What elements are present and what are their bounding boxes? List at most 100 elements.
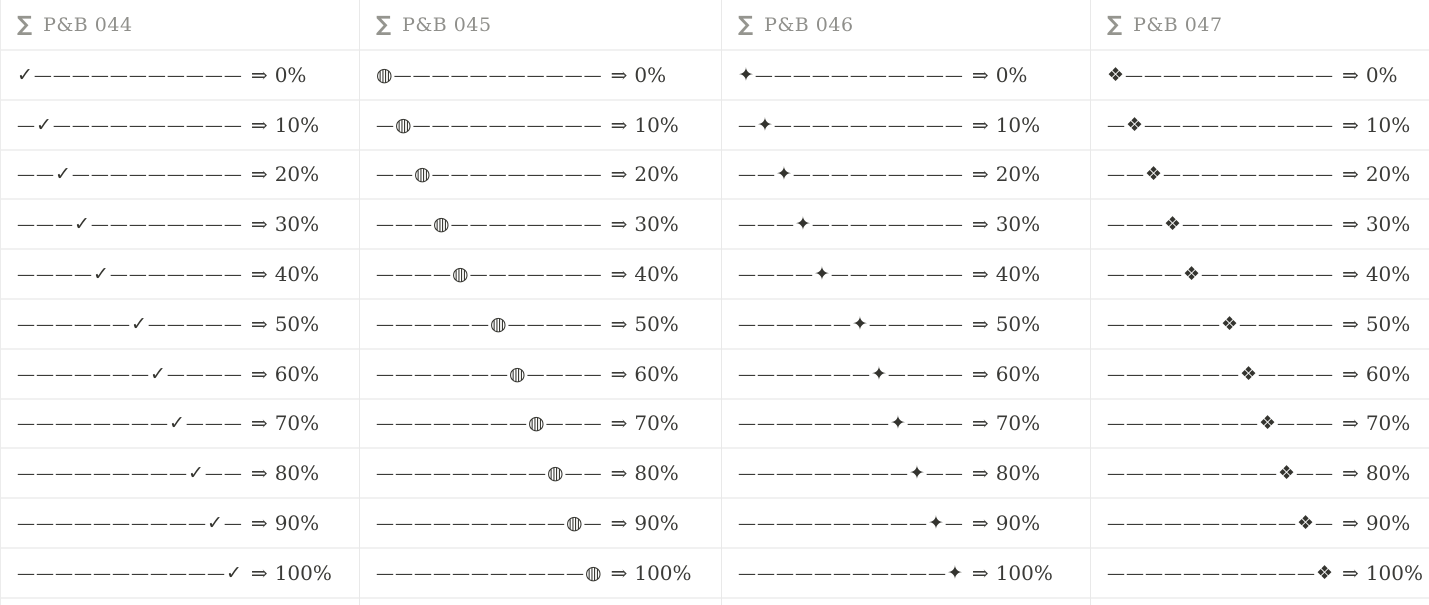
arrow-right-icon: ⇒ xyxy=(1342,361,1359,386)
check-marker[interactable]: ✓ xyxy=(36,113,53,136)
four-pointed-star-marker[interactable]: ✦ xyxy=(871,362,888,385)
check-marker[interactable]: ✓ xyxy=(74,213,91,236)
percent-label: ⇒ 10% xyxy=(611,113,679,137)
slider-row: ——————— ✦ ———— ⇒ 60% xyxy=(722,350,1090,400)
diamond-cluster-marker[interactable]: ❖ xyxy=(1183,263,1202,286)
diamond-cluster-marker[interactable]: ❖ xyxy=(1107,63,1126,86)
track-line-left: ———— xyxy=(376,264,452,286)
track-line-right: ——— xyxy=(545,413,603,435)
track-line-right: — xyxy=(583,513,603,535)
four-pointed-star-marker[interactable]: ✦ xyxy=(757,113,774,136)
diamond-cluster-marker[interactable]: ❖ xyxy=(1145,163,1164,186)
striped-circle-marker[interactable]: ◍ xyxy=(414,163,432,186)
diamond-cluster-marker[interactable]: ❖ xyxy=(1316,561,1335,584)
track-line-left: ———————— xyxy=(1107,413,1259,435)
slider-row: ———— ❖ ——————— ⇒ 40% xyxy=(1091,250,1429,300)
track-line-left: — xyxy=(376,114,395,136)
diamond-cluster-marker[interactable]: ❖ xyxy=(1221,312,1240,335)
diamond-cluster-marker[interactable]: ❖ xyxy=(1259,412,1278,435)
diamond-cluster-marker[interactable]: ❖ xyxy=(1126,113,1145,136)
check-marker[interactable]: ✓ xyxy=(93,263,110,286)
panel-header: ∑ P&B 046 xyxy=(722,0,1090,51)
slider-row: ——————————— ✓ ⇒ 100% xyxy=(1,549,359,599)
track-line-right: ——— xyxy=(185,413,243,435)
slider-row: —————————— ◍ — ⇒ 90% xyxy=(360,499,721,549)
four-pointed-star-marker[interactable]: ✦ xyxy=(814,263,831,286)
striped-circle-marker[interactable]: ◍ xyxy=(509,362,527,385)
four-pointed-star-marker[interactable]: ✦ xyxy=(852,312,869,335)
check-marker[interactable]: ✓ xyxy=(17,63,34,86)
percent-value: 30% xyxy=(1365,212,1411,237)
arrow-right-icon: ⇒ xyxy=(971,511,989,536)
diamond-cluster-marker[interactable]: ❖ xyxy=(1240,362,1259,385)
percent-value: 10% xyxy=(634,112,679,137)
slider-track: — ✦ —————————— xyxy=(738,114,964,136)
percent-label: ⇒ 10% xyxy=(1342,113,1410,137)
striped-circle-marker[interactable]: ◍ xyxy=(547,462,565,485)
percent-label: ⇒ 20% xyxy=(611,162,679,186)
striped-circle-marker[interactable]: ◍ xyxy=(452,263,470,286)
percent-value: 20% xyxy=(634,162,679,187)
striped-circle-marker[interactable]: ◍ xyxy=(585,561,603,584)
track-line-left: —— xyxy=(376,164,414,186)
arrow-right-icon: ⇒ xyxy=(610,112,628,137)
percent-label: ⇒ 100% xyxy=(611,561,692,585)
slider-track: ◍ ——————————— xyxy=(376,64,603,86)
four-pointed-star-marker[interactable]: ✦ xyxy=(890,412,907,435)
percent-label: ⇒ 60% xyxy=(611,362,679,386)
percent-label: ⇒ 40% xyxy=(1342,262,1410,286)
striped-circle-marker[interactable]: ◍ xyxy=(376,63,394,86)
slider-row: ✦ ——————————— ⇒ 0% xyxy=(722,51,1090,101)
striped-circle-marker[interactable]: ◍ xyxy=(433,213,451,236)
track-line-right: —————————— xyxy=(52,114,243,136)
check-marker[interactable]: ✓ xyxy=(207,512,224,535)
slider-row: —— ✓ ————————— ⇒ 20% xyxy=(1,151,359,201)
diamond-cluster-marker[interactable]: ❖ xyxy=(1297,512,1316,535)
four-pointed-star-marker[interactable]: ✦ xyxy=(738,63,755,86)
check-marker[interactable]: ✓ xyxy=(188,462,205,485)
slider-row: ❖ ——————————— ⇒ 0% xyxy=(1091,51,1429,101)
arrow-right-icon: ⇒ xyxy=(1342,461,1359,486)
percent-value: 30% xyxy=(995,212,1041,237)
track-line-right: ——— xyxy=(1277,413,1335,435)
check-marker[interactable]: ✓ xyxy=(131,312,148,335)
slider-track: ———— ✦ ——————— xyxy=(738,263,964,285)
four-pointed-star-marker[interactable]: ✦ xyxy=(909,462,926,485)
check-marker[interactable]: ✓ xyxy=(169,412,186,435)
striped-circle-marker[interactable]: ◍ xyxy=(528,412,546,435)
panel-title: P&B 046 xyxy=(764,13,854,36)
percent-value: 10% xyxy=(1365,112,1411,137)
diamond-cluster-marker[interactable]: ❖ xyxy=(1278,462,1297,485)
slider-track: —————— ◍ ————— xyxy=(376,313,603,335)
four-pointed-star-marker[interactable]: ✦ xyxy=(947,561,964,584)
arrow-right-icon: ⇒ xyxy=(971,361,989,386)
diamond-cluster-marker[interactable]: ❖ xyxy=(1164,213,1183,236)
check-marker[interactable]: ✓ xyxy=(226,561,243,584)
percent-label: ⇒ 90% xyxy=(1342,511,1410,535)
slider-row: —————————— ❖ — ⇒ 90% xyxy=(1091,499,1429,549)
four-pointed-star-marker[interactable]: ✦ xyxy=(795,213,812,236)
check-marker[interactable]: ✓ xyxy=(150,362,167,385)
four-pointed-star-marker[interactable]: ✦ xyxy=(776,163,793,186)
four-pointed-star-marker[interactable]: ✦ xyxy=(928,512,945,535)
arrow-right-icon: ⇒ xyxy=(250,262,268,287)
percent-label: ⇒ 50% xyxy=(972,312,1040,336)
panel-header: ∑ P&B 047 xyxy=(1091,0,1429,51)
striped-circle-marker[interactable]: ◍ xyxy=(395,113,413,136)
slider-track: — ◍ —————————— xyxy=(376,114,603,136)
striped-circle-marker[interactable]: ◍ xyxy=(490,312,508,335)
track-line-left: —————————— xyxy=(738,513,928,535)
percent-value: 80% xyxy=(995,461,1041,486)
arrow-right-icon: ⇒ xyxy=(971,212,989,237)
slider-track: ————————— ✦ —— xyxy=(738,462,964,484)
track-line-left: ——————— xyxy=(376,363,509,385)
percent-value: 70% xyxy=(995,411,1041,436)
check-marker[interactable]: ✓ xyxy=(55,163,72,186)
percent-value: 60% xyxy=(995,361,1041,386)
track-line-right: ————— xyxy=(147,313,243,335)
striped-circle-marker[interactable]: ◍ xyxy=(566,512,584,535)
percent-label: ⇒ 80% xyxy=(611,461,679,485)
percent-label: ⇒ 30% xyxy=(611,212,679,236)
slider-row: —————— ◍ ————— ⇒ 50% xyxy=(360,300,721,350)
